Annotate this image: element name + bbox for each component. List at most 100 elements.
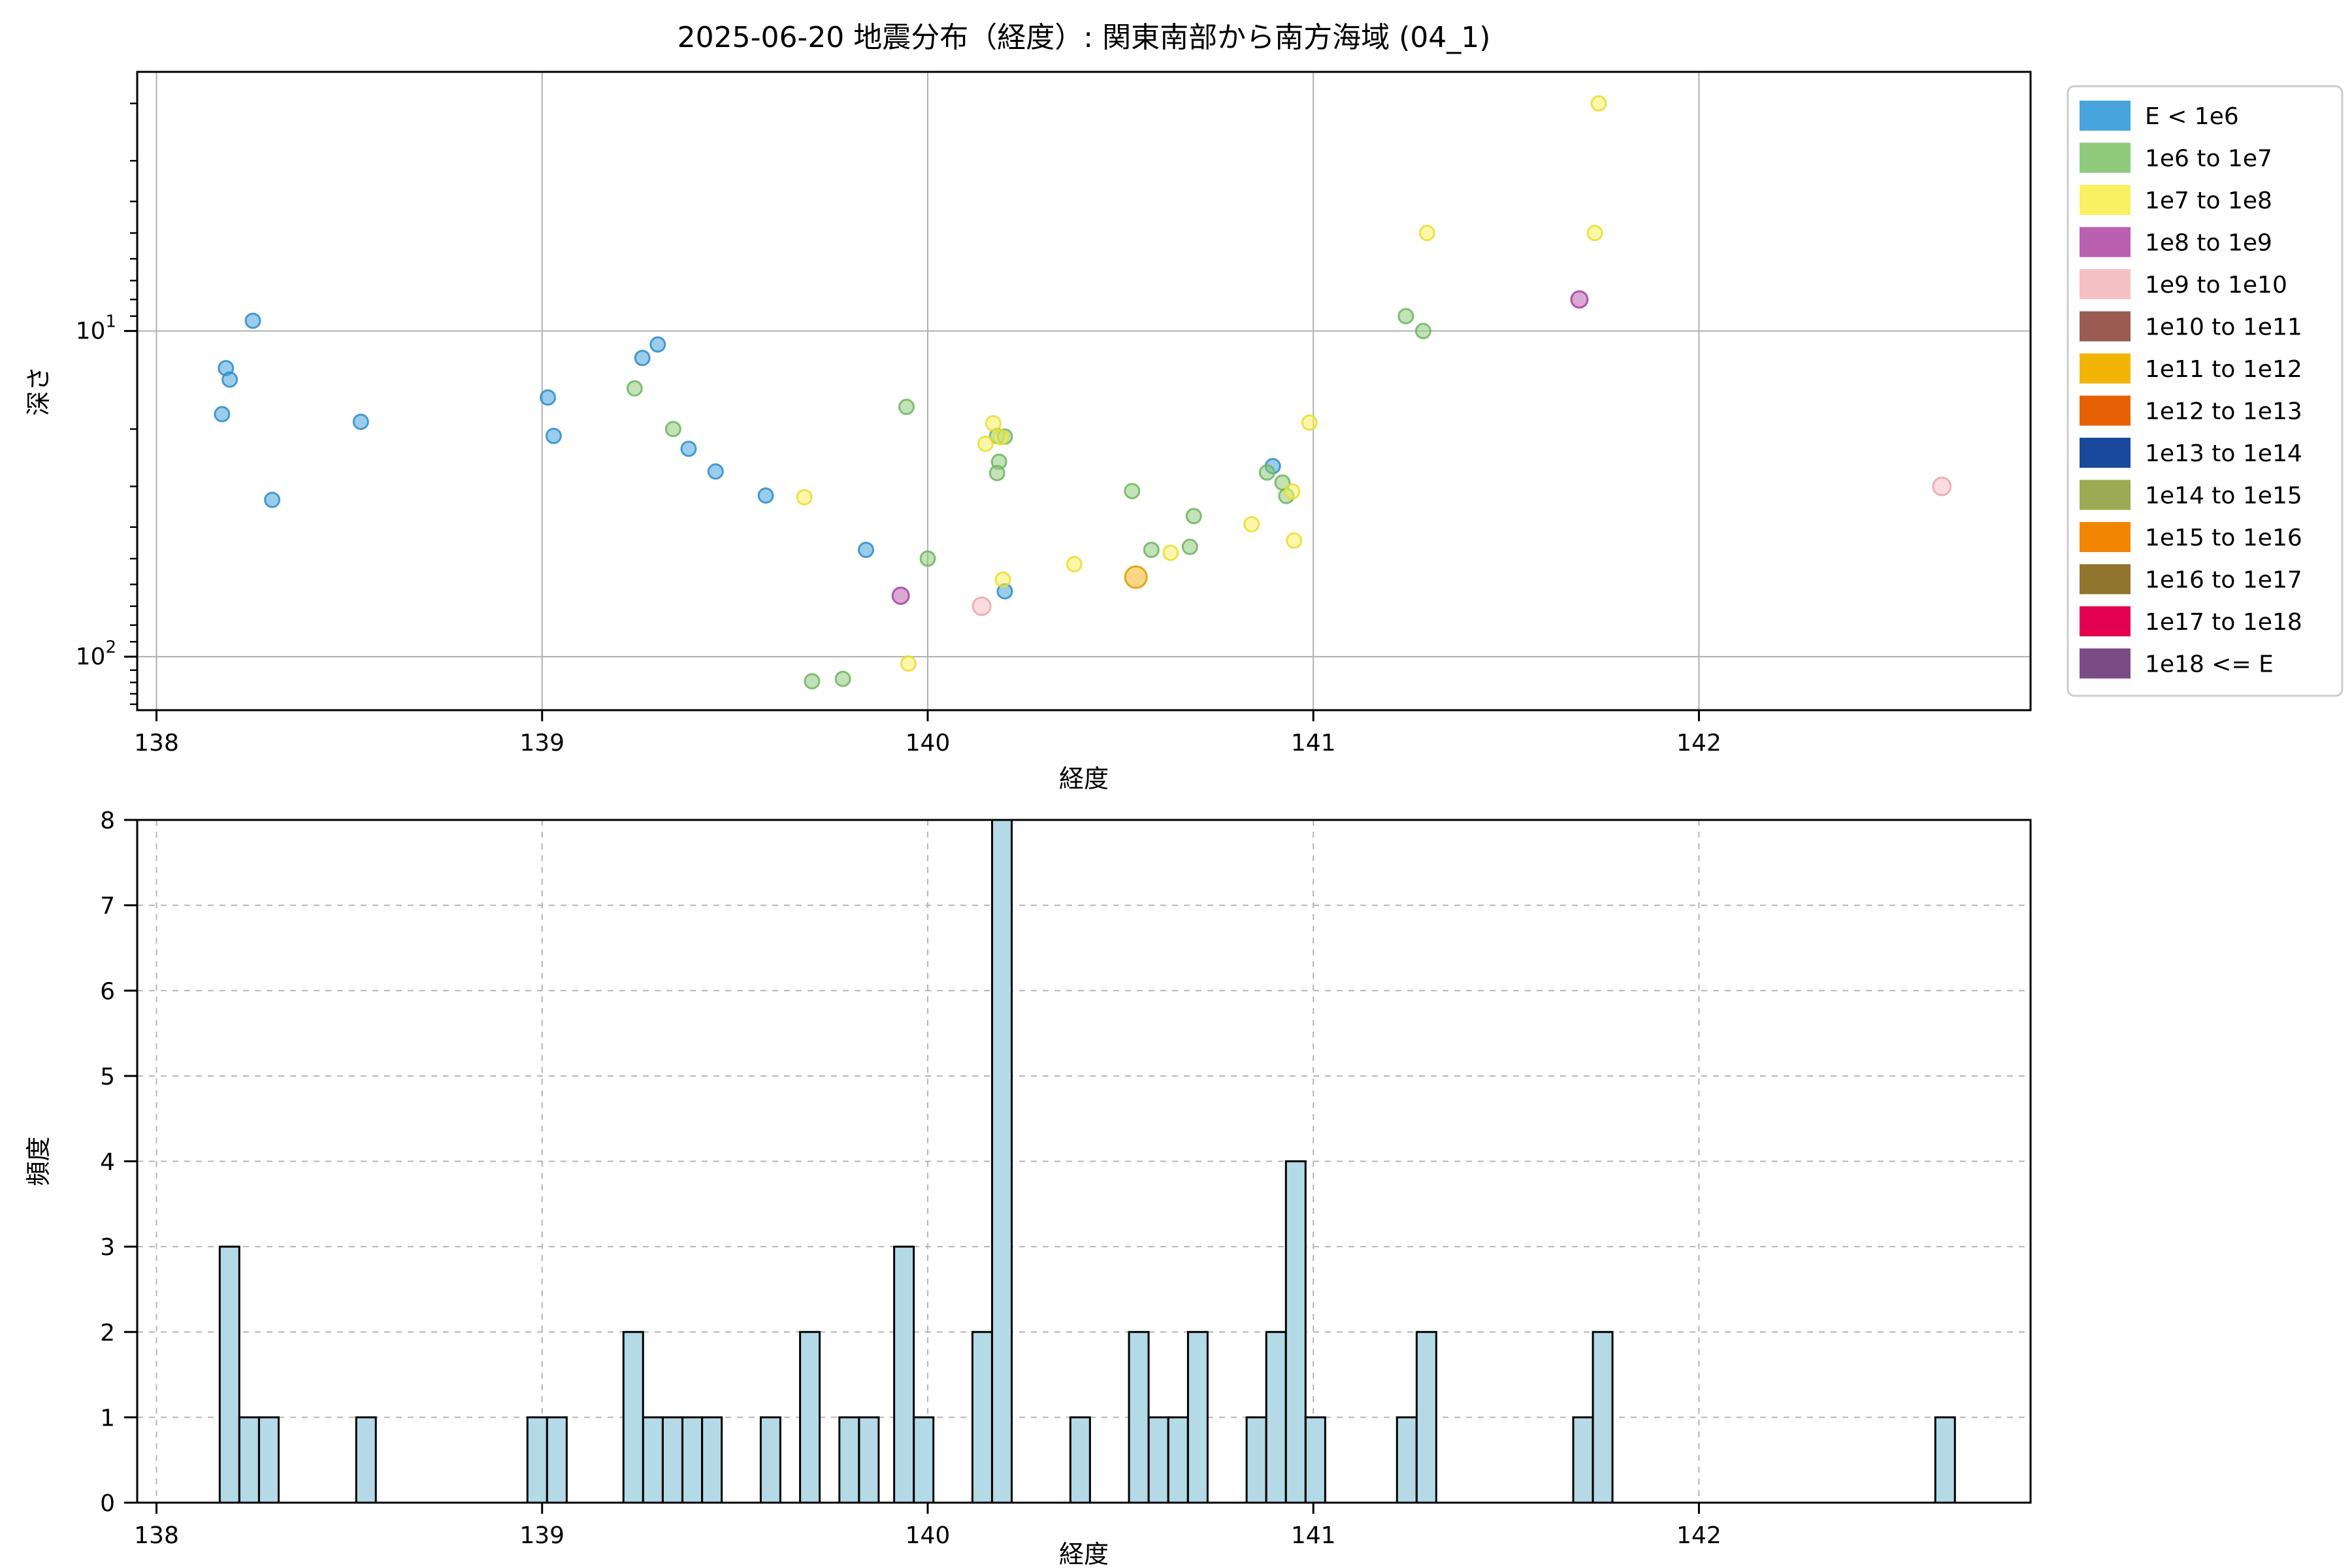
scatter-point bbox=[649, 336, 666, 353]
legend-item: 1e14 to 1e15 bbox=[2080, 480, 2302, 510]
legend-item: 1e17 to 1e18 bbox=[2080, 606, 2302, 636]
scatter-point bbox=[1243, 515, 1260, 532]
y-axis-tick-label: 3 bbox=[100, 1234, 115, 1261]
legend-swatch bbox=[2080, 353, 2131, 384]
scatter-point bbox=[540, 389, 557, 406]
series-1e11-to-1e12 bbox=[1124, 565, 1148, 589]
histogram-bar bbox=[218, 1245, 240, 1504]
histogram-bar bbox=[913, 1416, 935, 1504]
scatter-point bbox=[1590, 95, 1607, 112]
scatter-point bbox=[992, 429, 1009, 446]
scatter-point bbox=[264, 491, 281, 508]
histogram-bar bbox=[1572, 1416, 1594, 1504]
legend-label: 1e18 <= E bbox=[2145, 651, 2274, 678]
scatter-axes-frame bbox=[136, 71, 2032, 711]
scatter-point bbox=[1143, 542, 1160, 559]
legend-label: 1e8 to 1e9 bbox=[2145, 230, 2272, 257]
histogram-bar bbox=[1128, 1331, 1150, 1504]
scatter-point bbox=[1570, 290, 1589, 309]
scatter-point bbox=[221, 371, 238, 388]
scatter-point bbox=[972, 596, 992, 616]
scatter-point bbox=[244, 312, 261, 329]
legend-label: E < 1e6 bbox=[2145, 103, 2239, 130]
legend-swatch bbox=[2080, 311, 2131, 342]
histogram-bar bbox=[858, 1416, 880, 1504]
legend-item: 1e12 to 1e13 bbox=[2080, 395, 2302, 426]
y-axis-tick-label: 6 bbox=[100, 978, 115, 1005]
scatter-point bbox=[707, 463, 724, 480]
legend-swatch bbox=[2080, 606, 2131, 636]
series-E-1e6 bbox=[214, 312, 1281, 600]
histogram-bar bbox=[991, 819, 1013, 1504]
scatter-point bbox=[1181, 538, 1198, 555]
series-1e9-to-1e10 bbox=[972, 476, 1952, 616]
legend-swatch bbox=[2080, 564, 2131, 595]
y-axis-tick-label: 8 bbox=[100, 808, 115, 834]
scatter-point bbox=[634, 350, 651, 367]
scatter-point bbox=[1301, 414, 1318, 431]
histogram-bar bbox=[893, 1245, 915, 1504]
legend-label: 1e16 to 1e17 bbox=[2145, 567, 2302, 594]
x-axis-tick-label: 140 bbox=[906, 730, 951, 757]
histogram-bar bbox=[546, 1416, 568, 1504]
histogram-bar bbox=[701, 1416, 723, 1504]
histogram-bar bbox=[681, 1416, 704, 1504]
legend-swatch bbox=[2080, 101, 2131, 131]
legend-swatch bbox=[2080, 522, 2131, 552]
legend-item: 1e18 <= E bbox=[2080, 648, 2274, 679]
x-axis-tick-label: 140 bbox=[906, 1522, 951, 1549]
histogram-ylabel: 頻度 bbox=[24, 1136, 53, 1186]
legend-swatch bbox=[2080, 142, 2131, 173]
legend-item: 1e10 to 1e11 bbox=[2080, 311, 2302, 342]
legend-item: 1e13 to 1e14 bbox=[2080, 438, 2302, 468]
legend-label: 1e17 to 1e18 bbox=[2145, 609, 2302, 636]
series-1e7-to-1e8 bbox=[796, 95, 1607, 672]
scatter-xlabel: 経度 bbox=[1059, 764, 1109, 793]
legend-item: 1e6 to 1e7 bbox=[2080, 142, 2272, 173]
histogram-xlabel: 経度 bbox=[1059, 1540, 1109, 1568]
legend-swatch bbox=[2080, 227, 2131, 257]
legend-swatch bbox=[2080, 438, 2131, 468]
legend-item: 1e15 to 1e16 bbox=[2080, 522, 2302, 552]
x-axis-tick-label: 139 bbox=[519, 1522, 564, 1549]
legend-item: 1e9 to 1e10 bbox=[2080, 269, 2287, 299]
scatter-point bbox=[664, 421, 681, 438]
histogram-bar bbox=[1069, 1416, 1091, 1504]
scatter-point bbox=[1124, 483, 1141, 500]
histogram-bar bbox=[642, 1416, 664, 1504]
scatter-point bbox=[1258, 464, 1275, 481]
histogram-bar bbox=[1396, 1416, 1418, 1504]
scatter-point bbox=[1124, 565, 1148, 589]
legend-swatch bbox=[2080, 395, 2131, 426]
x-axis-tick-label: 142 bbox=[1676, 730, 1722, 757]
scatter-point bbox=[214, 406, 231, 423]
histogram-bar bbox=[1592, 1331, 1614, 1504]
scatter-point bbox=[1066, 556, 1083, 573]
scatter-point bbox=[977, 435, 994, 452]
scatter-point bbox=[1162, 544, 1179, 561]
y-axis-tick-label: 5 bbox=[100, 1064, 115, 1090]
y-axis-tick-label: 2 bbox=[100, 1320, 115, 1347]
histogram-bar bbox=[622, 1331, 644, 1504]
legend: E < 1e6 1e6 to 1e7 1e7 to 1e8 1e8 to 1e9 1e9… bbox=[2066, 85, 2344, 697]
scatter-point bbox=[1185, 508, 1202, 525]
histogram-bar bbox=[1186, 1331, 1209, 1504]
legend-label: 1e14 to 1e15 bbox=[2145, 483, 2302, 510]
legend-item: 1e7 to 1e8 bbox=[2080, 185, 2272, 215]
legend-label: 1e12 to 1e13 bbox=[2145, 399, 2302, 425]
scatter-point bbox=[919, 550, 936, 567]
y-axis-tick-label: 4 bbox=[100, 1149, 115, 1176]
y-axis-tick-label: 7 bbox=[100, 893, 115, 920]
legend-item: 1e8 to 1e9 bbox=[2080, 227, 2272, 257]
y-axis-tick-label: 1 bbox=[100, 1405, 115, 1431]
scatter-ylabel: 深さ bbox=[24, 366, 53, 416]
legend-label: 1e6 to 1e7 bbox=[2145, 146, 2272, 172]
legend-label: 1e11 to 1e12 bbox=[2145, 356, 2302, 383]
scatter-point bbox=[1586, 225, 1603, 242]
x-axis-tick-label: 139 bbox=[519, 730, 564, 757]
x-axis-tick-label: 138 bbox=[134, 730, 179, 757]
scatter-point bbox=[680, 440, 697, 457]
scatter-point bbox=[994, 571, 1011, 588]
